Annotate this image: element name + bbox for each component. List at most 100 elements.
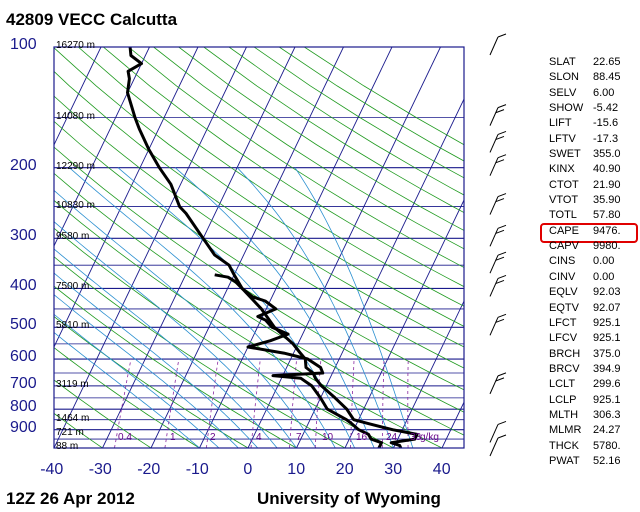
index-value: 9476.: [593, 224, 621, 237]
mixing-ratio-label: g/kg: [420, 432, 439, 443]
mixing-ratio-line: [114, 358, 132, 448]
dry-adiabat-line: [54, 379, 152, 448]
index-name: EQTV: [549, 301, 579, 314]
index-row: PWAT 52.16: [549, 454, 637, 469]
moist-adiabat-line: [54, 294, 239, 448]
dry-adiabat-line: [54, 256, 346, 448]
cape-highlight-box: [540, 222, 638, 243]
isotherm-line: [54, 47, 102, 146]
mixing-ratio-label: 2: [210, 432, 216, 443]
index-row: TOTL 57.80: [549, 208, 637, 223]
dry-adiabat-line: [54, 347, 200, 448]
moist-adiabat-line: [54, 272, 258, 448]
moist-adiabat-line: [54, 221, 297, 448]
isotherm-line: [54, 47, 199, 348]
index-value: 375.0: [593, 347, 621, 360]
isotherm-line: [54, 47, 150, 247]
height-label: 12290 m: [56, 160, 95, 172]
pressure-tick-label: 800: [10, 398, 37, 416]
isotherm-line: [199, 47, 393, 448]
dry-adiabat-line: [128, 47, 464, 268]
temperature-tick-label: -20: [137, 461, 161, 478]
mixing-ratio-line: [164, 358, 180, 448]
pressure-tick-label: 900: [10, 418, 37, 436]
wind-barb: [489, 251, 507, 274]
height-label: 7500 m: [56, 281, 90, 293]
index-name: THCK: [549, 439, 579, 452]
dry-adiabat-line: [77, 47, 464, 307]
index-value: -5.42: [593, 102, 619, 115]
index-value: 24.27: [593, 424, 621, 437]
mixing-ratio-label: 7: [296, 432, 302, 443]
dewpoint-profile-line: [214, 273, 383, 448]
index-value: 92.07: [593, 301, 621, 314]
temperature-profile-line: [126, 47, 419, 448]
index-name: LFCT: [549, 316, 577, 329]
index-row: SHOW -5.42: [549, 101, 637, 116]
dry-adiabat-line: [54, 146, 464, 413]
sounding-profiles: [126, 47, 419, 448]
index-row: SELV 6.00: [549, 86, 637, 101]
pressure-tick-label: 200: [10, 156, 37, 174]
index-row: BRCH 375.0: [549, 347, 637, 362]
moist-adiabat-line: [54, 331, 200, 448]
moist-adiabat-line: [237, 167, 394, 448]
mixing-ratio-label: 4: [256, 432, 262, 443]
index-name: CAPV: [549, 240, 579, 253]
index-row: SWET 355.0: [549, 147, 637, 162]
chart-title: 42809 VECC Calcutta: [6, 10, 178, 29]
moist-adiabat-line: [54, 189, 317, 448]
index-value: 925.1: [593, 332, 621, 345]
mixing-ratio-label: 1: [170, 432, 176, 443]
index-name: TOTL: [549, 209, 577, 222]
index-name: BRCV: [549, 362, 580, 375]
index-row: LIFT -15.6: [549, 116, 637, 131]
index-value: 52.16: [593, 454, 621, 467]
index-value: 299.6: [593, 378, 621, 391]
index-name: LFTV: [549, 132, 576, 145]
index-value: 92.03: [593, 286, 621, 299]
index-row: EQTV 92.07: [549, 301, 637, 316]
dry-adiabat-line: [153, 47, 464, 250]
index-name: LCLP: [549, 393, 577, 406]
index-row: LFCV 925.1: [549, 331, 637, 346]
dry-adiabat-line: [178, 47, 464, 231]
index-value: 35.90: [593, 194, 621, 207]
index-name: VTOT: [549, 194, 579, 207]
index-name: BRCH: [549, 347, 581, 360]
observation-time: 12Z 26 Apr 2012: [6, 489, 135, 508]
index-row: VTOT 35.90: [549, 193, 637, 208]
index-name: LFCV: [549, 332, 578, 345]
index-name: MLTH: [549, 408, 579, 421]
dry-adiabat-line: [54, 285, 297, 448]
moist-adiabat-line: [294, 167, 414, 448]
temperature-tick-label: 20: [335, 461, 354, 478]
index-name: CAPE: [549, 224, 579, 237]
height-label: 10830 m: [56, 199, 95, 211]
index-value: 355.0: [593, 148, 621, 161]
mixing-ratio-line: [350, 358, 355, 448]
height-label: 16270 m: [56, 40, 95, 51]
index-row: EQLV 92.03: [549, 285, 637, 300]
index-name: LCLT: [549, 378, 576, 391]
wind-barb: [489, 434, 507, 457]
moist-adiabat-line: [54, 313, 220, 448]
wind-barb: [489, 154, 507, 176]
index-row: SLON 88.45: [549, 70, 637, 85]
mixing-ratio-line: [289, 358, 297, 448]
index-name: SHOW: [549, 102, 584, 115]
index-name: SWET: [549, 148, 581, 161]
temperature-tick-label: 40: [432, 461, 451, 478]
index-row: KINX 40.90: [549, 162, 637, 177]
index-value: 22.65: [593, 56, 621, 68]
index-name: CINS: [549, 255, 576, 268]
index-name: CINV: [549, 270, 576, 283]
pressure-tick-label: 500: [10, 316, 37, 334]
index-value: 9980.: [593, 240, 621, 253]
pressure-tick-label: 100: [10, 36, 37, 53]
temperature-tick-label: 30: [384, 461, 403, 478]
index-value: 925.1: [593, 393, 621, 406]
index-value: 6.00: [593, 86, 615, 99]
